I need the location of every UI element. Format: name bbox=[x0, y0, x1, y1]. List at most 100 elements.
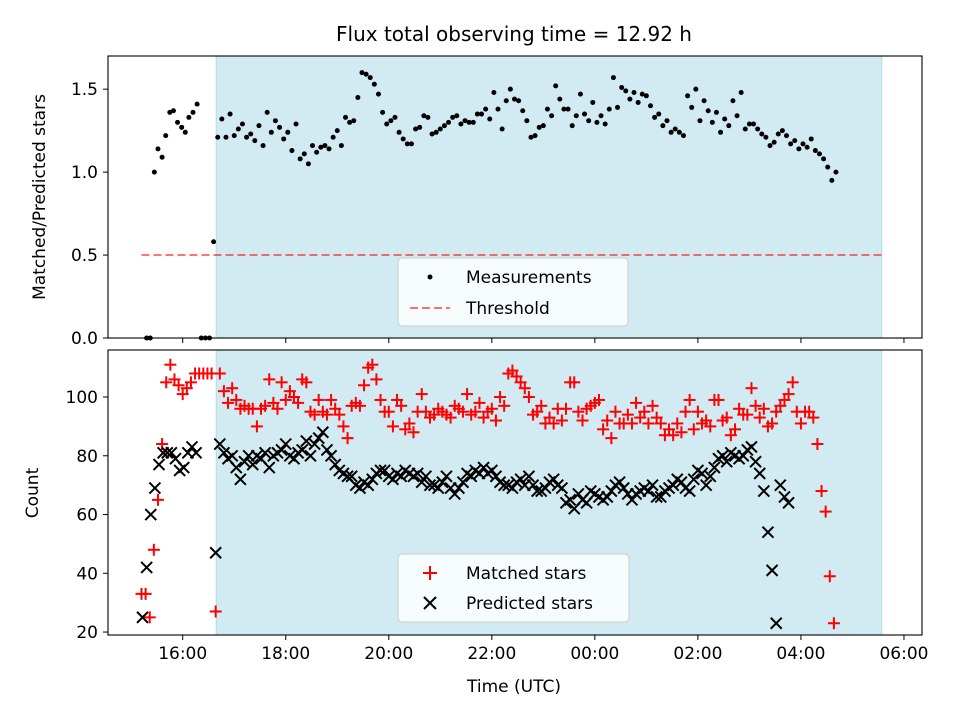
measurement-point bbox=[272, 118, 278, 124]
matched-star-point bbox=[646, 399, 659, 412]
predicted-star-point bbox=[745, 440, 758, 454]
measurement-point bbox=[388, 118, 394, 124]
measurement-point bbox=[175, 119, 181, 125]
measurement-point bbox=[825, 164, 831, 170]
matched-star-point bbox=[230, 393, 243, 406]
measurement-point bbox=[709, 119, 715, 125]
bottom-panel-legend: Matched stars Predicted stars bbox=[397, 553, 630, 623]
x-tick-label: 20:00 bbox=[364, 644, 413, 664]
measurement-point bbox=[487, 116, 493, 122]
measurement-point bbox=[239, 121, 245, 127]
measurement-point bbox=[159, 154, 165, 160]
predicted-star-point bbox=[666, 478, 680, 492]
top-panel-legend: Measurements Threshold bbox=[397, 257, 629, 327]
measurement-point bbox=[565, 106, 571, 112]
matched-star-point bbox=[473, 396, 486, 409]
measurement-point bbox=[738, 89, 744, 95]
measurement-point bbox=[499, 126, 505, 132]
predicted-star-point bbox=[361, 478, 375, 492]
matched-star-point bbox=[675, 426, 688, 439]
measurement-point bbox=[305, 161, 311, 167]
measurement-point bbox=[347, 119, 353, 125]
measurement-point bbox=[355, 94, 361, 100]
measurement-point bbox=[293, 121, 299, 127]
measurement-point bbox=[722, 116, 728, 122]
predicted-star-point bbox=[757, 484, 771, 498]
measurement-point bbox=[301, 151, 307, 157]
measurement-point bbox=[569, 123, 575, 129]
x-tick-label: 16:00 bbox=[158, 644, 207, 664]
matched-star-point bbox=[279, 393, 292, 406]
measurement-point bbox=[536, 124, 542, 130]
chart-title: Flux total observing time = 12.92 h bbox=[336, 22, 692, 46]
matched-star-point bbox=[782, 388, 795, 401]
matched-star-point bbox=[568, 376, 581, 389]
measurement-point bbox=[755, 126, 761, 132]
predicted-star-point bbox=[683, 484, 696, 498]
predicted-star-point bbox=[465, 470, 478, 483]
measurement-point bbox=[520, 108, 526, 114]
predicted-star-point bbox=[213, 437, 227, 451]
measurement-point bbox=[792, 138, 798, 144]
measurement-point bbox=[808, 136, 814, 142]
measurement-point bbox=[705, 108, 711, 114]
predicted-star-point bbox=[769, 617, 783, 630]
measurement-point bbox=[371, 81, 377, 87]
predicted-star-point bbox=[394, 470, 408, 483]
measurement-point bbox=[281, 136, 287, 142]
measurement-point bbox=[260, 143, 266, 149]
predicted-star-point bbox=[699, 478, 713, 492]
y-tick-label: 1.5 bbox=[71, 80, 98, 100]
bottom-panel-ylabel: Count bbox=[23, 467, 43, 518]
matched-star-point bbox=[353, 399, 366, 412]
measurement-point bbox=[244, 134, 250, 140]
measurement-point bbox=[771, 139, 777, 145]
measurement-point bbox=[437, 126, 443, 132]
matched-star-point bbox=[687, 423, 700, 436]
measurement-point bbox=[404, 141, 410, 147]
measurement-point bbox=[635, 99, 641, 105]
measurement-point bbox=[351, 118, 357, 124]
measurement-point bbox=[363, 71, 369, 77]
matched-star-point bbox=[341, 432, 354, 445]
matched-star-point bbox=[766, 417, 779, 430]
measurement-point bbox=[697, 118, 703, 124]
matched-star-point bbox=[625, 417, 638, 430]
measurement-point bbox=[470, 119, 476, 125]
x-tick-label: 00:00 bbox=[570, 644, 619, 664]
predicted-star-point bbox=[456, 476, 470, 489]
predicted-star-point bbox=[753, 467, 766, 480]
y-tick-label: 1.0 bbox=[71, 163, 98, 183]
predicted-star-point bbox=[530, 484, 544, 498]
matched-star-point bbox=[139, 587, 152, 600]
measurement-point bbox=[516, 98, 522, 104]
measurement-point bbox=[676, 129, 682, 135]
matched-star-point bbox=[160, 376, 173, 389]
measurement-point bbox=[532, 133, 538, 139]
matched-star-point bbox=[642, 417, 655, 430]
measurement-point bbox=[466, 119, 472, 125]
measurement-point bbox=[685, 93, 691, 99]
measurement-point bbox=[326, 146, 332, 152]
measurement-point bbox=[392, 114, 398, 120]
matched-star-point bbox=[560, 402, 573, 415]
predicted-star-point bbox=[140, 561, 153, 574]
matched-star-point bbox=[275, 376, 288, 389]
measurement-point bbox=[623, 88, 629, 94]
bottom-panel-x-ticks: 16:00 18:00 20:00 22:00 00:00 02:00 04:00 06:00 bbox=[158, 635, 928, 664]
y-tick-label: 100 bbox=[66, 388, 98, 408]
predicted-star-point bbox=[152, 458, 166, 471]
predicted-star-point bbox=[477, 461, 490, 474]
measurement-point bbox=[639, 91, 645, 97]
matched-star-point bbox=[605, 432, 618, 445]
measurement-point bbox=[310, 143, 316, 149]
measurement-point bbox=[511, 96, 517, 102]
matched-star-point bbox=[292, 396, 305, 409]
matched-star-point bbox=[320, 408, 333, 421]
predicted-star-point bbox=[209, 546, 222, 559]
predicted-star-point bbox=[353, 481, 367, 495]
x-tick-label: 06:00 bbox=[879, 644, 928, 664]
measurement-point bbox=[615, 104, 621, 110]
predicted-star-point bbox=[563, 493, 577, 507]
